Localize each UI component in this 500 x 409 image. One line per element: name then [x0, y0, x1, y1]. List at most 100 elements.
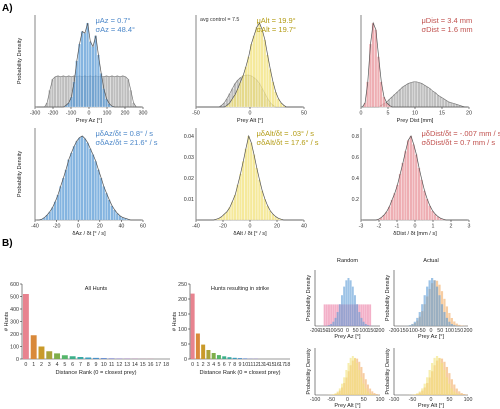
- chart-title: Hunts resulting in strike: [211, 286, 269, 292]
- hist-bar: [323, 304, 326, 326]
- hist-bar: [455, 388, 458, 395]
- hist-bar: [107, 199, 111, 221]
- x-tick-label: 17: [155, 362, 161, 368]
- x-tick-label: 0: [249, 224, 252, 230]
- chart-a2: -50 0 50 Prey Alt [°] μAlt = 19.9°σAlt = 19.…: [192, 15, 307, 124]
- x-tick-label: 50: [361, 397, 367, 403]
- hist-bar: [123, 76, 127, 108]
- hist-bar: [413, 321, 416, 326]
- bar: [85, 357, 92, 359]
- hist-bar: [241, 74, 245, 108]
- hist-bar: [362, 304, 365, 326]
- hist-bar: [56, 75, 60, 108]
- hist-bar: [439, 96, 442, 108]
- hist-bar: [421, 388, 424, 395]
- hist-bar: [417, 82, 421, 108]
- bar: [232, 357, 237, 359]
- x-tick-label: 20: [466, 111, 472, 117]
- x-axis-label: Prey Dist [mm]: [397, 118, 434, 124]
- hist-bar: [332, 394, 335, 395]
- y-tick-label: 100: [178, 327, 187, 333]
- x-axis-label: Prey Alt [°]: [237, 118, 264, 124]
- x-tick-label: 0: [430, 328, 433, 334]
- x-tick-label: 0: [360, 111, 363, 117]
- x-tick-label: -40: [31, 224, 39, 230]
- hist-bar: [362, 383, 365, 395]
- x-tick-label: 8: [233, 362, 236, 368]
- hist-bar: [374, 29, 378, 108]
- x-tick-label: -20: [219, 224, 227, 230]
- x-tick-label: 10: [101, 362, 107, 368]
- hist-bar: [72, 145, 76, 221]
- hist-bar: [433, 280, 436, 326]
- x-tick-label: 5: [387, 111, 390, 117]
- hist-bar: [371, 22, 375, 108]
- x-axis-label: Prey Az [°]: [76, 118, 103, 124]
- hist-bar: [447, 101, 450, 108]
- chart-b4: -200-150-100 -50 0 50 100 150 200 Prey Az [°] Pr…: [385, 258, 472, 340]
- x-axis-label: Distance Rank (0 = closest prey): [56, 370, 137, 376]
- y-tick-label: 0.02: [184, 176, 194, 182]
- hist-bar: [450, 379, 453, 395]
- hist-bar: [369, 304, 372, 326]
- hist-bar: [343, 377, 346, 395]
- x-tick-label: 100: [464, 397, 473, 403]
- hist-bar: [343, 286, 346, 326]
- bar: [93, 357, 99, 359]
- hist-bar: [266, 205, 269, 221]
- stat-sd: σAlt = 19.7°: [256, 25, 296, 34]
- x-tick-label: -100: [389, 397, 400, 403]
- y-tick-label: 200: [178, 297, 187, 303]
- hist-bar: [453, 391, 456, 395]
- hist-bar: [347, 362, 350, 395]
- hist-bar: [94, 161, 97, 221]
- x-tick-label: 3: [207, 362, 210, 368]
- hist-bar: [53, 76, 57, 108]
- hist-bar: [336, 312, 339, 326]
- hist-bar: [450, 388, 453, 395]
- y-tick-label: 0.2: [352, 197, 359, 203]
- hist-bar: [351, 356, 354, 395]
- x-tick-label: -100: [66, 111, 77, 117]
- x-tick-label: 5: [217, 362, 220, 368]
- hist-bar: [110, 205, 114, 221]
- hist-bar: [445, 306, 449, 326]
- hist-bar: [364, 379, 367, 395]
- x-tick-label: 0: [77, 224, 80, 230]
- y-tick-label: 0.8: [352, 134, 359, 140]
- hist-bar: [444, 100, 448, 108]
- hist-bar: [426, 377, 429, 395]
- hist-bar: [371, 394, 374, 395]
- hist-bar: [233, 194, 237, 221]
- x-axis-label: δAlt / δt [° / s]: [233, 231, 267, 237]
- density-curve: [36, 22, 142, 108]
- x-tick-label: 0: [88, 111, 91, 117]
- x-tick-label: 200: [464, 328, 473, 334]
- hist-bar: [409, 82, 413, 108]
- y-tick-label: 600: [10, 282, 19, 288]
- hist-bar: [423, 190, 426, 221]
- hist-bar: [328, 304, 330, 326]
- hist-bar: [88, 41, 92, 108]
- hist-bar: [113, 209, 116, 221]
- hist-bar: [354, 357, 356, 395]
- hist-bar: [396, 184, 399, 221]
- hist-bar: [373, 393, 376, 395]
- hist-bar: [369, 43, 372, 108]
- x-tick-label: -50: [409, 397, 417, 403]
- x-tick-label: 150: [454, 328, 463, 334]
- hist-bar: [115, 75, 119, 108]
- hist-bar: [435, 356, 439, 395]
- x-tick-label: 4: [212, 362, 215, 368]
- x-tick-label: 0: [346, 328, 349, 334]
- hist-bar: [360, 317, 363, 326]
- bar: [46, 351, 53, 359]
- chart-a6: -3 -2 -1 0 1 2 3 0.2 0.4 0.6 0.8 δDist / δt [mm / s…: [352, 128, 500, 237]
- hist-bar: [413, 394, 416, 395]
- x-tick-label: 18: [163, 362, 169, 368]
- x-tick-label: 20: [274, 224, 280, 230]
- y-tick-label: 0.04: [184, 134, 194, 140]
- x-tick-label: -3: [359, 224, 364, 230]
- hist-bar: [364, 323, 367, 326]
- bar: [206, 350, 211, 359]
